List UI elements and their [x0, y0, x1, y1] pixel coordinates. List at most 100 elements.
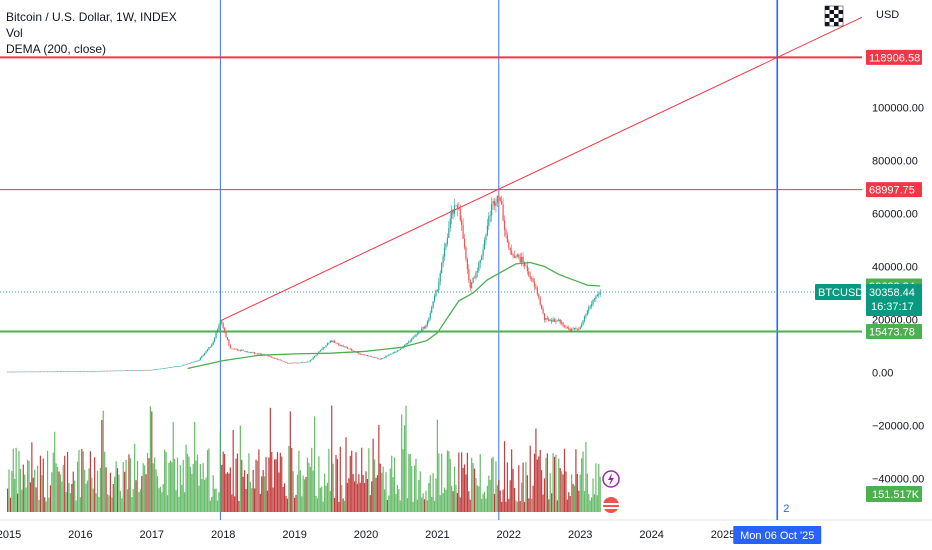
- candle-body[interactable]: [511, 250, 513, 255]
- candle-body[interactable]: [522, 256, 524, 263]
- candle-body[interactable]: [383, 357, 386, 359]
- candle-body[interactable]: [359, 353, 361, 355]
- candle-body[interactable]: [255, 353, 257, 355]
- candle-body[interactable]: [245, 351, 247, 352]
- candle-body[interactable]: [323, 347, 326, 348]
- candle-body[interactable]: [503, 220, 506, 230]
- candle-body[interactable]: [401, 348, 403, 350]
- candle-body[interactable]: [315, 355, 317, 357]
- candle-body[interactable]: [499, 197, 501, 202]
- candle-body[interactable]: [488, 215, 490, 226]
- candle-body[interactable]: [312, 357, 314, 360]
- candle-body[interactable]: [445, 243, 447, 248]
- candle-body[interactable]: [24, 371, 26, 373]
- candle-body[interactable]: [142, 370, 144, 371]
- candle-body[interactable]: [341, 345, 343, 347]
- candle-body[interactable]: [158, 368, 160, 370]
- candle-body[interactable]: [94, 371, 96, 372]
- candle-body[interactable]: [49, 371, 52, 373]
- candle-body[interactable]: [58, 371, 60, 373]
- candle-body[interactable]: [132, 370, 134, 371]
- candle-body[interactable]: [501, 201, 503, 205]
- candle-body[interactable]: [373, 357, 376, 358]
- candle-body[interactable]: [144, 369, 146, 371]
- candle-body[interactable]: [26, 371, 29, 373]
- candle-body[interactable]: [402, 347, 404, 349]
- candle-body[interactable]: [486, 225, 488, 236]
- candle-body[interactable]: [422, 326, 424, 329]
- candle-body[interactable]: [219, 320, 221, 326]
- candle-body[interactable]: [516, 254, 518, 257]
- candle-body[interactable]: [346, 347, 349, 349]
- candle-body[interactable]: [328, 342, 330, 344]
- candle-body[interactable]: [285, 361, 287, 363]
- candle-body[interactable]: [539, 297, 541, 305]
- candle-body[interactable]: [131, 370, 133, 371]
- candle-body[interactable]: [438, 281, 440, 291]
- candle-body[interactable]: [339, 345, 341, 346]
- candle-body[interactable]: [282, 361, 284, 362]
- candle-body[interactable]: [125, 370, 127, 371]
- candle-body[interactable]: [78, 371, 80, 372]
- candle-body[interactable]: [228, 339, 230, 346]
- candle-body[interactable]: [581, 324, 583, 327]
- candle-body[interactable]: [294, 362, 296, 364]
- candle-body[interactable]: [15, 371, 17, 373]
- candle-body[interactable]: [483, 240, 486, 250]
- candle-body[interactable]: [61, 371, 63, 373]
- candle-body[interactable]: [498, 195, 500, 198]
- candle-body[interactable]: [129, 370, 131, 371]
- candle-body[interactable]: [455, 205, 457, 207]
- candle-body[interactable]: [71, 371, 73, 372]
- candle-body[interactable]: [178, 366, 180, 367]
- candle-body[interactable]: [289, 362, 291, 364]
- candle-body[interactable]: [146, 369, 149, 371]
- candle-body[interactable]: [76, 371, 79, 372]
- candle-body[interactable]: [329, 340, 331, 343]
- candle-body[interactable]: [579, 326, 581, 330]
- candle-body[interactable]: [431, 307, 433, 313]
- candle-body[interactable]: [95, 371, 97, 372]
- candle-body[interactable]: [222, 323, 224, 328]
- candle-body[interactable]: [406, 342, 409, 345]
- candle-body[interactable]: [596, 294, 598, 297]
- candle-body[interactable]: [181, 365, 183, 367]
- candle-body[interactable]: [332, 341, 334, 342]
- candle-body[interactable]: [545, 318, 547, 320]
- candle-body[interactable]: [105, 370, 107, 372]
- candle-body[interactable]: [112, 370, 114, 372]
- candle-body[interactable]: [196, 360, 199, 362]
- candle-body[interactable]: [362, 354, 364, 355]
- candle-body[interactable]: [121, 370, 123, 372]
- candle-body[interactable]: [261, 353, 263, 355]
- candle-body[interactable]: [252, 352, 254, 353]
- candle-body[interactable]: [523, 262, 526, 266]
- candle-body[interactable]: [268, 355, 270, 357]
- candle-body[interactable]: [248, 352, 250, 353]
- candle-body[interactable]: [116, 370, 119, 372]
- current-price-tag[interactable]: [866, 284, 922, 317]
- candle-body[interactable]: [136, 370, 139, 371]
- candle-body[interactable]: [398, 349, 400, 351]
- price-axis[interactable]: [862, 0, 932, 550]
- candle-body[interactable]: [492, 201, 494, 205]
- symbol-title[interactable]: Bitcoin / U.S. Dollar, 1W, INDEX: [6, 10, 177, 24]
- candle-body[interactable]: [482, 249, 484, 257]
- candle-body[interactable]: [336, 342, 339, 344]
- candle-body[interactable]: [242, 350, 244, 352]
- candle-body[interactable]: [271, 356, 273, 358]
- candle-body[interactable]: [99, 370, 101, 372]
- candle-body[interactable]: [51, 371, 53, 373]
- candle-body[interactable]: [64, 371, 66, 373]
- candle-body[interactable]: [198, 359, 200, 361]
- candle-body[interactable]: [68, 371, 70, 373]
- candle-body[interactable]: [506, 235, 508, 242]
- candle-body[interactable]: [338, 343, 340, 346]
- candle-body[interactable]: [302, 362, 304, 363]
- candle-body[interactable]: [29, 371, 32, 373]
- candle-body[interactable]: [453, 205, 456, 214]
- candle-body[interactable]: [412, 336, 414, 339]
- candle-body[interactable]: [156, 368, 159, 370]
- candle-body[interactable]: [572, 328, 574, 330]
